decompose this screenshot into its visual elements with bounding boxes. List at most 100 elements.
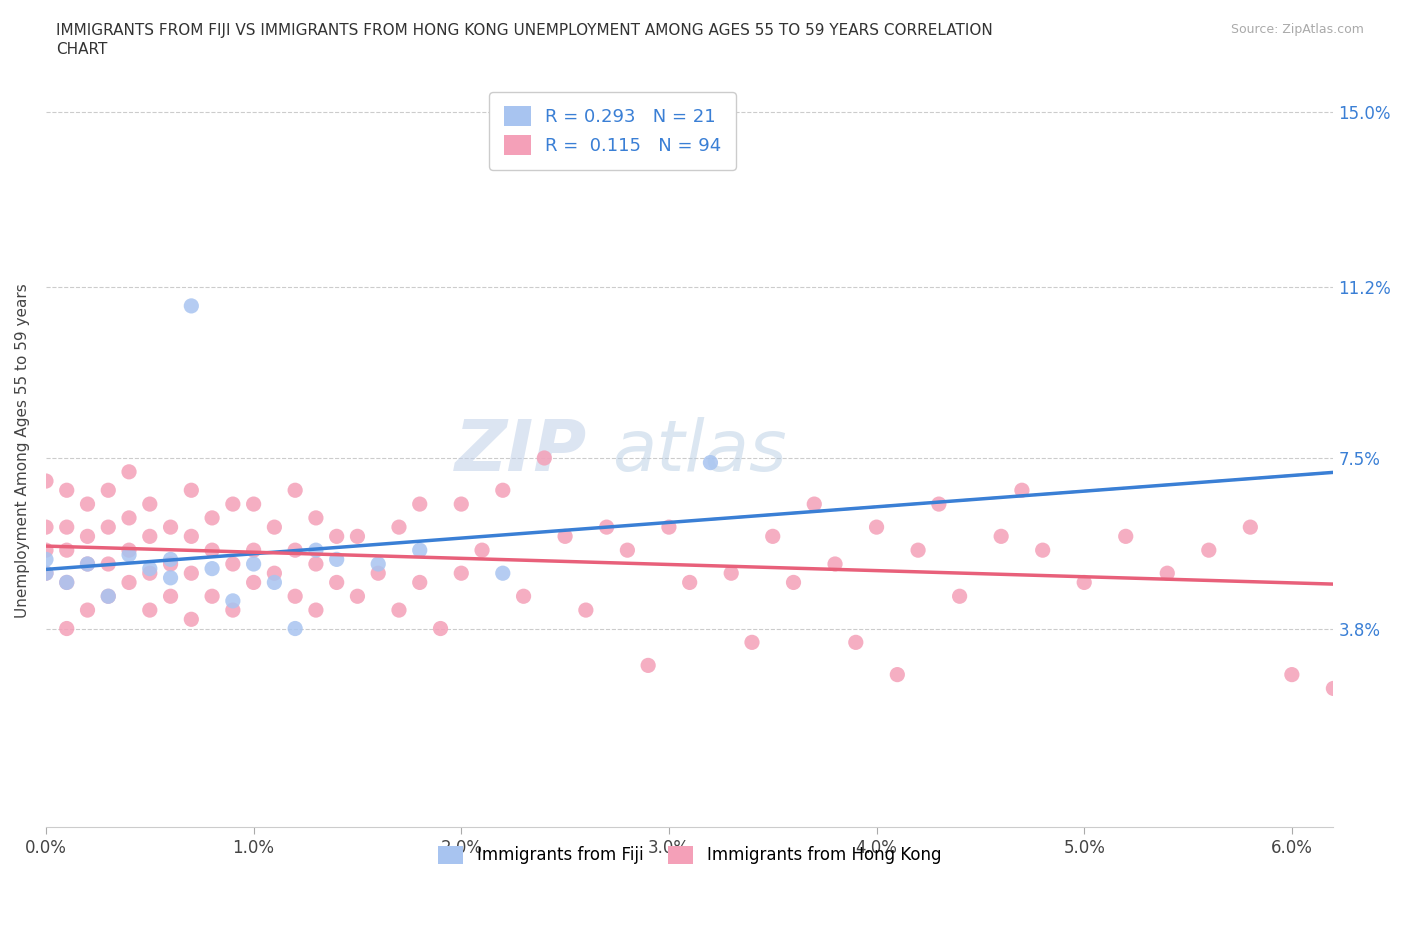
Point <box>1198 543 1220 558</box>
Point <box>1239 520 1261 535</box>
Point <box>180 299 202 313</box>
Point <box>409 575 432 590</box>
Point <box>263 520 285 535</box>
Text: CHART: CHART <box>56 42 108 57</box>
Point <box>242 575 264 590</box>
Point <box>325 575 347 590</box>
Point <box>159 551 181 566</box>
Point <box>76 556 98 571</box>
Point <box>118 548 141 563</box>
Point <box>305 511 328 525</box>
Point <box>388 603 411 618</box>
Point <box>55 483 77 498</box>
Point <box>97 483 120 498</box>
Point <box>803 497 825 512</box>
Point <box>222 593 245 608</box>
Point <box>1322 681 1344 696</box>
Point <box>180 565 202 580</box>
Point <box>325 529 347 544</box>
Point <box>76 497 98 512</box>
Point <box>180 612 202 627</box>
Point <box>139 497 162 512</box>
Point <box>35 551 58 566</box>
Point <box>575 603 598 618</box>
Point <box>76 529 98 544</box>
Point <box>139 529 162 544</box>
Point <box>928 497 950 512</box>
Point <box>450 565 472 580</box>
Point <box>139 565 162 580</box>
Point <box>263 565 285 580</box>
Point <box>118 511 141 525</box>
Point <box>118 575 141 590</box>
Point <box>637 658 659 672</box>
Point <box>222 556 245 571</box>
Point <box>35 543 58 558</box>
Point <box>492 565 515 580</box>
Point <box>346 529 368 544</box>
Point <box>658 520 681 535</box>
Point <box>159 556 181 571</box>
Point <box>907 543 929 558</box>
Point <box>305 543 328 558</box>
Point <box>284 621 307 636</box>
Point <box>159 520 181 535</box>
Point <box>325 551 347 566</box>
Point <box>76 556 98 571</box>
Point <box>595 520 617 535</box>
Point <box>118 543 141 558</box>
Point <box>201 589 224 604</box>
Point <box>450 497 472 512</box>
Point <box>990 529 1012 544</box>
Point <box>1073 575 1095 590</box>
Point <box>1115 529 1137 544</box>
Point <box>97 520 120 535</box>
Point <box>679 575 702 590</box>
Point <box>367 556 389 571</box>
Point <box>35 520 58 535</box>
Point <box>201 511 224 525</box>
Text: Source: ZipAtlas.com: Source: ZipAtlas.com <box>1230 23 1364 36</box>
Point <box>118 464 141 479</box>
Point <box>222 603 245 618</box>
Point <box>55 543 77 558</box>
Point <box>242 543 264 558</box>
Point <box>222 497 245 512</box>
Point <box>201 543 224 558</box>
Point <box>139 561 162 576</box>
Point <box>305 556 328 571</box>
Point <box>242 556 264 571</box>
Point <box>409 497 432 512</box>
Point <box>699 455 721 470</box>
Point <box>159 589 181 604</box>
Point <box>409 543 432 558</box>
Point <box>1156 565 1178 580</box>
Point <box>55 621 77 636</box>
Point <box>97 589 120 604</box>
Point <box>533 450 555 465</box>
Point <box>305 603 328 618</box>
Point <box>201 561 224 576</box>
Point <box>180 529 202 544</box>
Point <box>367 565 389 580</box>
Point <box>865 520 887 535</box>
Point <box>284 589 307 604</box>
Point <box>741 635 763 650</box>
Point <box>35 565 58 580</box>
Point <box>346 589 368 604</box>
Point <box>76 603 98 618</box>
Y-axis label: Unemployment Among Ages 55 to 59 years: Unemployment Among Ages 55 to 59 years <box>15 284 30 618</box>
Point <box>35 565 58 580</box>
Point <box>782 575 804 590</box>
Point <box>139 603 162 618</box>
Point <box>824 556 846 571</box>
Point <box>284 483 307 498</box>
Point <box>616 543 638 558</box>
Point <box>97 589 120 604</box>
Legend: Immigrants from Fiji, Immigrants from Hong Kong: Immigrants from Fiji, Immigrants from Ho… <box>432 839 948 871</box>
Point <box>762 529 785 544</box>
Point <box>1281 667 1303 682</box>
Point <box>1032 543 1054 558</box>
Point <box>55 575 77 590</box>
Point <box>388 520 411 535</box>
